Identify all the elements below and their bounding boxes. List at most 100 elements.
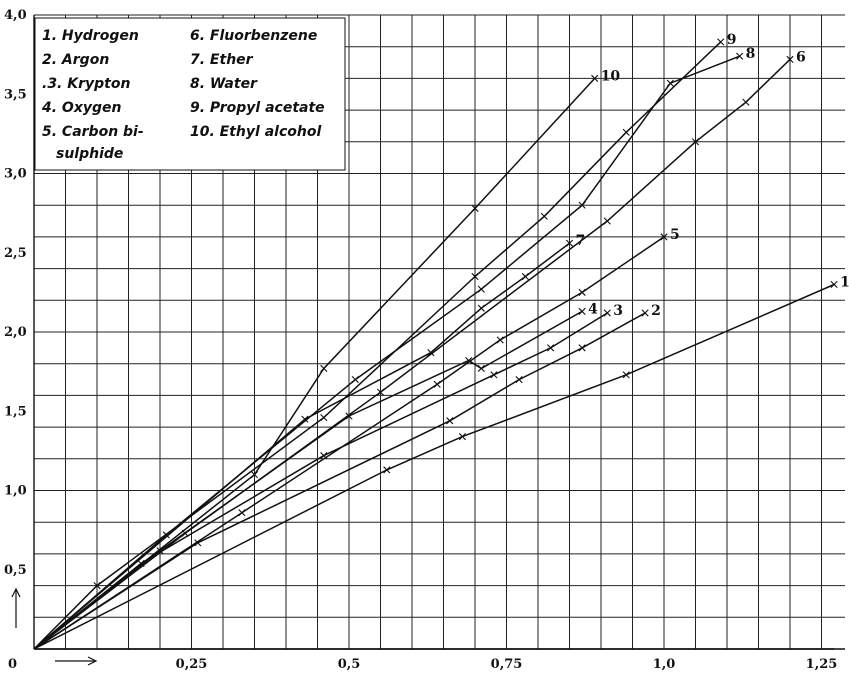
data-point	[578, 201, 586, 209]
data-point	[641, 309, 649, 317]
y-tick-label: 2,0	[4, 325, 27, 340]
legend-item: 1. Hydrogen	[42, 28, 139, 44]
data-point-stroke	[742, 98, 750, 106]
data-point	[496, 336, 504, 344]
y-tick-label: 0,5	[4, 563, 27, 578]
data-point-stroke	[540, 212, 548, 220]
series-end-label: 2	[651, 303, 661, 319]
x-tick-label: 0,75	[491, 657, 523, 672]
data-point-stroke	[458, 433, 466, 441]
series-9: 9	[33, 32, 737, 650]
legend-item: 8. Water	[190, 76, 258, 92]
series-end-label: 9	[727, 32, 737, 48]
data-point	[433, 380, 441, 388]
data-point	[320, 364, 328, 373]
legend-item-continuation: sulphide	[56, 146, 123, 162]
x-tick-label: 1,25	[806, 657, 838, 672]
data-point	[477, 285, 485, 293]
data-point-stroke	[471, 204, 479, 212]
data-point-stroke	[565, 239, 574, 247]
y-tick-label: 1,0	[4, 484, 27, 499]
legend-item: 4. Oxygen	[41, 100, 122, 116]
y-tick-label: 1,5	[4, 404, 27, 419]
data-point-stroke	[578, 307, 586, 315]
data-point-stroke	[433, 380, 441, 388]
series-6: 6	[33, 49, 806, 650]
data-point-stroke	[622, 371, 630, 379]
data-point	[427, 349, 435, 357]
data-point-stroke	[591, 74, 599, 82]
x-direction-arrowhead	[87, 656, 98, 666]
data-point	[717, 38, 725, 46]
data-point-stroke	[547, 344, 555, 352]
legend: 1. Hydrogen 2. Argon .3. Krypton 4. Oxygen 5…	[34, 17, 346, 171]
data-point	[666, 79, 674, 87]
data-point	[591, 74, 599, 82]
series-line-1	[33, 283, 835, 650]
series-end-label: 1	[840, 274, 849, 290]
data-point-stroke	[515, 375, 523, 384]
data-point-stroke	[181, 529, 189, 537]
data-point-stroke	[320, 364, 328, 373]
y-tick-label: 3,0	[4, 167, 27, 182]
data-point	[547, 344, 555, 352]
data-point	[515, 375, 523, 384]
data-point-stroke	[376, 388, 385, 396]
data-point	[540, 212, 548, 220]
legend-item: 2. Argon	[42, 52, 109, 68]
axes	[11, 15, 845, 666]
data-point-stroke	[238, 509, 246, 517]
series-end-label: 3	[613, 303, 623, 319]
data-point-stroke	[351, 375, 359, 384]
data-point	[521, 272, 529, 281]
legend-item: 5. Carbon bi-	[42, 124, 144, 140]
data-point	[477, 364, 485, 373]
data-point-stroke	[578, 288, 586, 296]
data-point-stroke	[301, 415, 309, 423]
legend-item: 6. Fluorbenzene	[190, 28, 317, 44]
data-point-stroke	[446, 417, 454, 425]
data-point-stroke	[477, 304, 485, 312]
data-point-stroke	[660, 233, 668, 241]
data-point	[622, 371, 630, 379]
data-point	[660, 233, 668, 241]
tick-labels: 0 0,25 0,5 0,75 1,0 1,25 0,5 1,0 1,5 2,0 2,5 3,0 3,5…	[4, 8, 837, 672]
series-1: 1	[33, 274, 849, 650]
data-point-stroke	[465, 356, 473, 365]
legend-box	[34, 17, 346, 171]
data-point	[471, 272, 479, 281]
series-end-label: 4	[588, 301, 598, 317]
data-point	[471, 204, 479, 212]
legend-item: 7. Ether	[190, 52, 254, 68]
data-point	[742, 98, 750, 106]
data-point-stroke	[496, 336, 504, 344]
data-point	[578, 307, 586, 315]
data-point	[458, 433, 466, 441]
data-point-stroke	[320, 452, 328, 460]
series-end-label: 7	[576, 233, 586, 249]
data-point	[786, 55, 794, 63]
data-point	[691, 138, 700, 146]
data-point	[446, 417, 454, 425]
x-tick-label: 0,5	[338, 657, 361, 672]
data-point-stroke	[736, 52, 744, 60]
data-point-stroke	[717, 38, 725, 46]
data-point-stroke	[93, 582, 101, 590]
data-point-stroke	[477, 285, 485, 293]
data-point-stroke	[477, 364, 485, 373]
data-point	[238, 509, 246, 517]
data-point	[301, 415, 309, 423]
data-point-stroke	[383, 466, 391, 474]
y-tick-label: 2,5	[4, 246, 27, 261]
data-point	[320, 414, 328, 422]
x-tick-label: 1,0	[653, 657, 676, 672]
series-end-label: 6	[796, 49, 806, 65]
data-point	[830, 280, 838, 289]
data-point	[578, 288, 586, 296]
data-point-stroke	[427, 349, 435, 357]
data-point-stroke	[603, 217, 611, 225]
legend-item: 9. Propyl acetate	[190, 100, 325, 116]
legend-item: .3. Krypton	[42, 76, 130, 92]
series-line-5	[33, 236, 665, 650]
data-point	[603, 309, 611, 317]
